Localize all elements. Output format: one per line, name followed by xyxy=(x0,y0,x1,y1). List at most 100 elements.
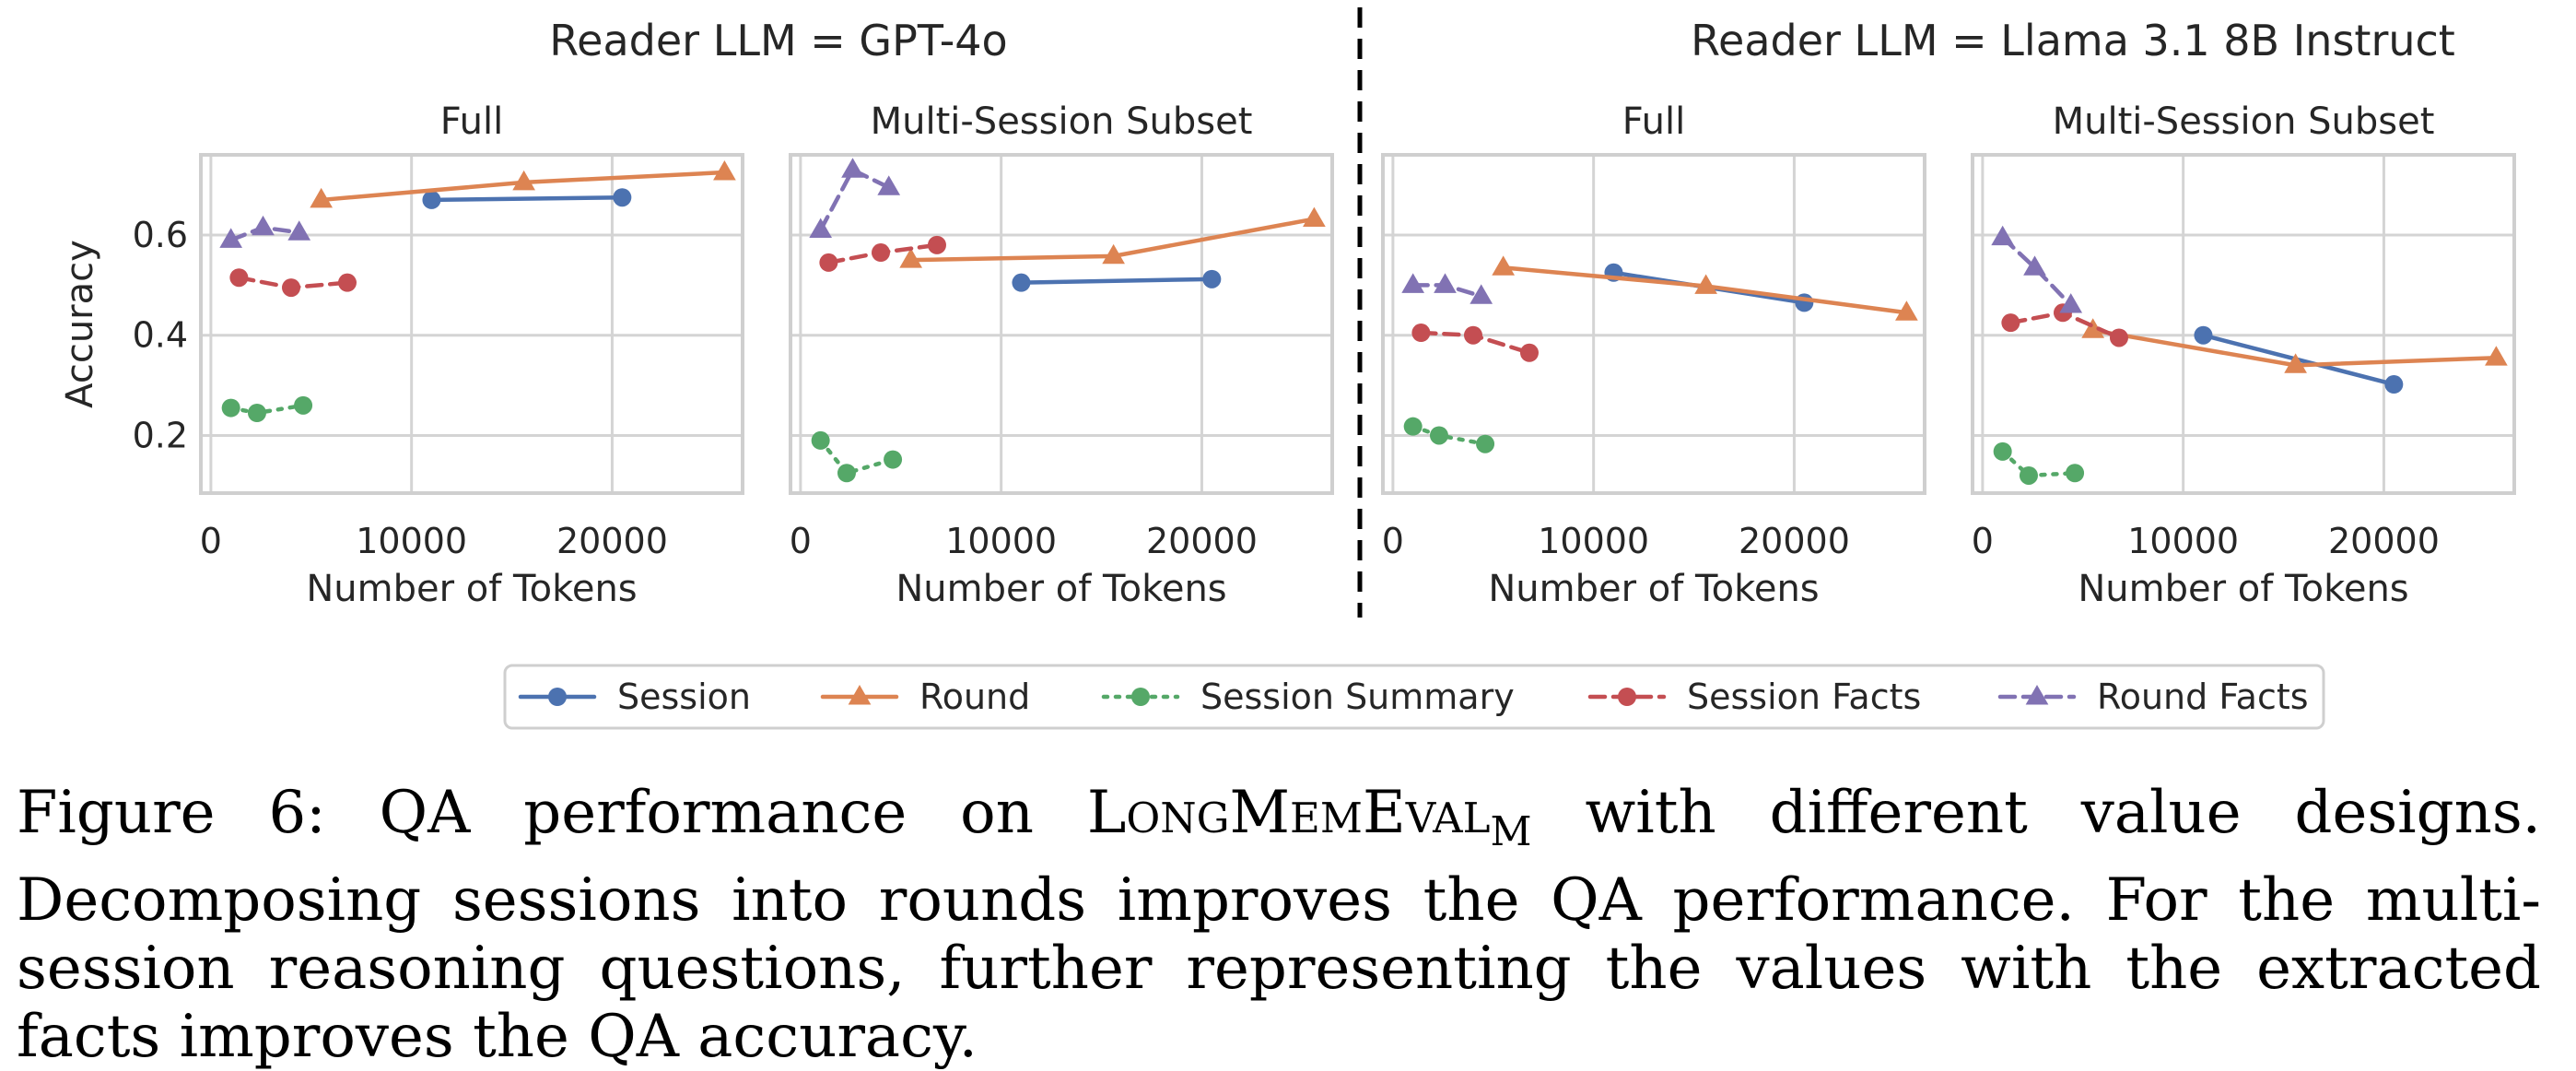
data-point xyxy=(713,160,736,181)
data-point xyxy=(1476,434,1495,453)
data-point xyxy=(899,248,923,268)
data-point xyxy=(2019,465,2038,485)
series-round xyxy=(2081,318,2508,373)
panel-2: Multi-Session Subset 0 10000 20000 Number of… xyxy=(789,100,1334,610)
series-line xyxy=(228,403,306,416)
series-round-facts xyxy=(1991,225,2083,313)
data-point xyxy=(247,404,266,423)
legend-marker xyxy=(1618,688,1636,706)
data-point xyxy=(2001,313,2020,333)
data-point xyxy=(837,464,856,483)
y-tick-label: 0.4 xyxy=(133,315,188,356)
data-point xyxy=(1434,273,1457,293)
data-point xyxy=(1303,206,1326,228)
x-axis-label: Number of Tokens xyxy=(1488,568,1819,610)
data-point xyxy=(872,243,890,263)
data-point xyxy=(229,268,249,288)
y-tick-label: 0.2 xyxy=(133,415,188,455)
caption-benchmark: LongMemEval xyxy=(1086,779,1491,847)
series-session-summary xyxy=(1403,417,1495,453)
series-round-facts xyxy=(1401,273,1493,304)
data-point xyxy=(1519,343,1539,362)
data-point xyxy=(2059,293,2083,313)
series-line xyxy=(818,438,896,476)
data-point xyxy=(613,188,632,207)
data-point xyxy=(422,190,441,209)
series-round-facts xyxy=(809,158,901,239)
data-point xyxy=(2081,318,2105,338)
legend-label: Session Facts xyxy=(1687,677,1921,717)
data-point xyxy=(2066,464,2085,483)
panel-frame xyxy=(1381,153,1926,495)
data-point xyxy=(219,228,243,248)
data-point xyxy=(877,175,901,195)
caption-suffix: with different value designs. Decomposin… xyxy=(17,779,2541,1071)
series-session-facts xyxy=(1411,324,1539,362)
series-line xyxy=(429,194,625,203)
group-title-gpt4o: Reader LLM = GPT-4o xyxy=(549,16,1007,65)
x-tick-label: 0 xyxy=(200,521,222,561)
data-point xyxy=(1012,273,1031,292)
legend: Session Round Session Summary Session Facts… xyxy=(503,664,2325,730)
caption-prefix: Figure 6: QA performance on xyxy=(17,779,1087,847)
figure-chart-area: Reader LLM = GPT-4o Reader LLM = Llama 3… xyxy=(59,7,2516,730)
panel-1: Full 0 10000 20000 Number of Tokens 0.2 0.4 0.6… xyxy=(59,100,744,610)
data-point xyxy=(1895,300,1918,321)
series-round xyxy=(1492,255,1918,321)
x-axis-label: Number of Tokens xyxy=(2078,568,2408,610)
caption-benchmark-subscript: M xyxy=(1490,807,1532,855)
data-point xyxy=(1429,426,1448,445)
data-point xyxy=(1993,441,2012,461)
series-session xyxy=(1012,269,1222,292)
data-point xyxy=(337,273,357,292)
panel-title: Full xyxy=(440,100,503,143)
chart-panels: Full 0 10000 20000 Number of Tokens 0.2 0.4 0.6… xyxy=(59,100,2516,610)
legend-marker xyxy=(1131,688,1150,706)
data-point xyxy=(1403,417,1423,436)
panel-frame xyxy=(789,153,1334,495)
legend-label: Session xyxy=(617,677,751,717)
x-tick-label: 0 xyxy=(790,521,812,561)
panel-title: Full xyxy=(1622,100,1685,143)
data-point xyxy=(2023,255,2046,276)
series-line xyxy=(1019,277,1214,285)
data-point xyxy=(841,158,864,178)
series-line xyxy=(2000,235,2073,308)
x-tick-label: 20000 xyxy=(1739,521,1850,561)
data-point xyxy=(1694,274,1717,294)
x-tick-label: 10000 xyxy=(356,521,467,561)
data-point xyxy=(1202,269,1222,288)
legend-item-session-facts: Session Facts xyxy=(1587,677,1921,717)
data-point xyxy=(2284,353,2307,373)
data-point xyxy=(512,170,535,191)
panel-3: Full 0 10000 20000 Number of Tokens xyxy=(1381,100,1926,610)
x-tick-label: 20000 xyxy=(2328,521,2440,561)
data-point xyxy=(1492,255,1516,276)
legend-marker xyxy=(2025,685,2049,705)
x-tick-label: 0 xyxy=(1972,521,1994,561)
series-session-facts xyxy=(229,268,357,298)
data-point xyxy=(282,278,300,298)
x-tick-label: 10000 xyxy=(1538,521,1649,561)
data-point xyxy=(310,187,334,208)
data-point xyxy=(2485,346,2508,366)
legend-label: Round Facts xyxy=(2097,677,2309,717)
legend-item-round-facts: Round Facts xyxy=(1997,677,2309,717)
data-point xyxy=(2384,375,2404,394)
series-round xyxy=(310,160,736,208)
series-session-summary xyxy=(811,430,903,483)
series-round-facts xyxy=(219,215,311,248)
data-point xyxy=(927,235,946,254)
legend-item-session: Session xyxy=(518,677,751,717)
panel-frame xyxy=(199,153,744,495)
panel-4: Multi-Session Subset 0 10000 20000 Number of… xyxy=(1971,100,2516,610)
data-point xyxy=(1411,324,1431,343)
legend-item-session-summary: Session Summary xyxy=(1101,677,1515,717)
y-tick-label: 0.6 xyxy=(133,215,188,255)
panel-title: Multi-Session Subset xyxy=(871,100,1253,143)
legend-marker xyxy=(848,685,872,705)
y-axis-label: Accuracy xyxy=(59,240,101,408)
data-point xyxy=(221,398,240,418)
series-session xyxy=(422,188,632,209)
legend-frame xyxy=(503,664,2325,730)
